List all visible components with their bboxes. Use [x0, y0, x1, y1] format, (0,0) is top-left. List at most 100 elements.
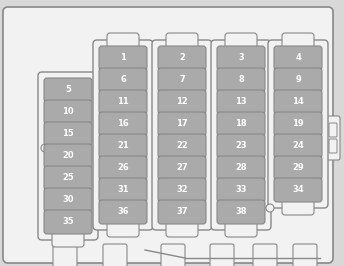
FancyBboxPatch shape: [44, 100, 92, 124]
FancyBboxPatch shape: [158, 156, 206, 180]
FancyBboxPatch shape: [217, 68, 265, 92]
FancyBboxPatch shape: [282, 199, 314, 215]
Text: 22: 22: [176, 142, 188, 151]
FancyBboxPatch shape: [44, 122, 92, 146]
FancyBboxPatch shape: [158, 68, 206, 92]
FancyBboxPatch shape: [158, 112, 206, 136]
Text: 35: 35: [62, 218, 74, 227]
FancyBboxPatch shape: [274, 46, 322, 70]
FancyBboxPatch shape: [274, 178, 322, 202]
Text: 12: 12: [176, 98, 188, 106]
FancyBboxPatch shape: [44, 78, 92, 102]
FancyBboxPatch shape: [152, 40, 212, 230]
Text: 18: 18: [235, 119, 247, 128]
FancyBboxPatch shape: [161, 244, 185, 266]
FancyBboxPatch shape: [44, 210, 92, 234]
FancyBboxPatch shape: [329, 123, 337, 137]
FancyBboxPatch shape: [274, 68, 322, 92]
Text: 16: 16: [117, 119, 129, 128]
Text: 15: 15: [62, 130, 74, 139]
FancyBboxPatch shape: [217, 156, 265, 180]
FancyBboxPatch shape: [217, 90, 265, 114]
FancyBboxPatch shape: [217, 178, 265, 202]
FancyBboxPatch shape: [99, 46, 147, 70]
Text: 33: 33: [235, 185, 247, 194]
Text: 3: 3: [238, 53, 244, 63]
FancyBboxPatch shape: [99, 156, 147, 180]
FancyBboxPatch shape: [166, 33, 198, 49]
Text: 4: 4: [295, 53, 301, 63]
FancyBboxPatch shape: [158, 90, 206, 114]
Text: 30: 30: [62, 196, 74, 205]
Text: 13: 13: [235, 98, 247, 106]
Text: 9: 9: [295, 76, 301, 85]
Text: 6: 6: [120, 76, 126, 85]
Text: 36: 36: [117, 207, 129, 217]
Text: 10: 10: [62, 107, 74, 117]
Text: 38: 38: [235, 207, 247, 217]
Text: 28: 28: [235, 164, 247, 172]
FancyBboxPatch shape: [274, 112, 322, 136]
FancyBboxPatch shape: [225, 221, 257, 237]
Text: 25: 25: [62, 173, 74, 182]
FancyBboxPatch shape: [211, 40, 271, 230]
FancyBboxPatch shape: [268, 40, 328, 208]
FancyBboxPatch shape: [274, 156, 322, 180]
Text: 8: 8: [238, 76, 244, 85]
FancyBboxPatch shape: [53, 244, 77, 266]
Text: 14: 14: [292, 98, 304, 106]
FancyBboxPatch shape: [158, 200, 206, 224]
FancyBboxPatch shape: [293, 244, 317, 266]
FancyBboxPatch shape: [166, 221, 198, 237]
Text: 29: 29: [292, 164, 304, 172]
FancyBboxPatch shape: [253, 244, 277, 266]
FancyBboxPatch shape: [44, 144, 92, 168]
Text: 7: 7: [179, 76, 185, 85]
Text: 26: 26: [117, 164, 129, 172]
FancyBboxPatch shape: [99, 68, 147, 92]
FancyBboxPatch shape: [326, 116, 340, 160]
FancyBboxPatch shape: [107, 33, 139, 49]
Text: 37: 37: [176, 207, 188, 217]
Text: 32: 32: [176, 185, 188, 194]
FancyBboxPatch shape: [103, 244, 127, 266]
FancyBboxPatch shape: [217, 46, 265, 70]
Text: 5: 5: [65, 85, 71, 94]
Text: 17: 17: [176, 119, 188, 128]
FancyBboxPatch shape: [274, 90, 322, 114]
FancyBboxPatch shape: [217, 200, 265, 224]
FancyBboxPatch shape: [52, 231, 84, 247]
FancyBboxPatch shape: [99, 112, 147, 136]
FancyBboxPatch shape: [329, 139, 337, 153]
FancyBboxPatch shape: [99, 200, 147, 224]
Circle shape: [41, 144, 49, 152]
FancyBboxPatch shape: [107, 221, 139, 237]
Text: 34: 34: [292, 185, 304, 194]
Text: 21: 21: [117, 142, 129, 151]
Text: 31: 31: [117, 185, 129, 194]
Circle shape: [266, 204, 274, 212]
FancyBboxPatch shape: [38, 72, 98, 240]
Text: 2: 2: [179, 53, 185, 63]
FancyBboxPatch shape: [282, 33, 314, 49]
Text: 19: 19: [292, 119, 304, 128]
FancyBboxPatch shape: [93, 40, 153, 230]
Text: 27: 27: [176, 164, 188, 172]
Text: 11: 11: [117, 98, 129, 106]
FancyBboxPatch shape: [210, 244, 234, 266]
FancyBboxPatch shape: [274, 134, 322, 158]
FancyBboxPatch shape: [217, 134, 265, 158]
Text: 1: 1: [120, 53, 126, 63]
Text: 23: 23: [235, 142, 247, 151]
FancyBboxPatch shape: [158, 134, 206, 158]
FancyBboxPatch shape: [217, 112, 265, 136]
Text: 24: 24: [292, 142, 304, 151]
FancyBboxPatch shape: [99, 134, 147, 158]
FancyBboxPatch shape: [3, 7, 333, 263]
FancyBboxPatch shape: [158, 178, 206, 202]
FancyBboxPatch shape: [99, 178, 147, 202]
FancyBboxPatch shape: [44, 188, 92, 212]
FancyBboxPatch shape: [44, 166, 92, 190]
FancyBboxPatch shape: [158, 46, 206, 70]
Text: 20: 20: [62, 152, 74, 160]
